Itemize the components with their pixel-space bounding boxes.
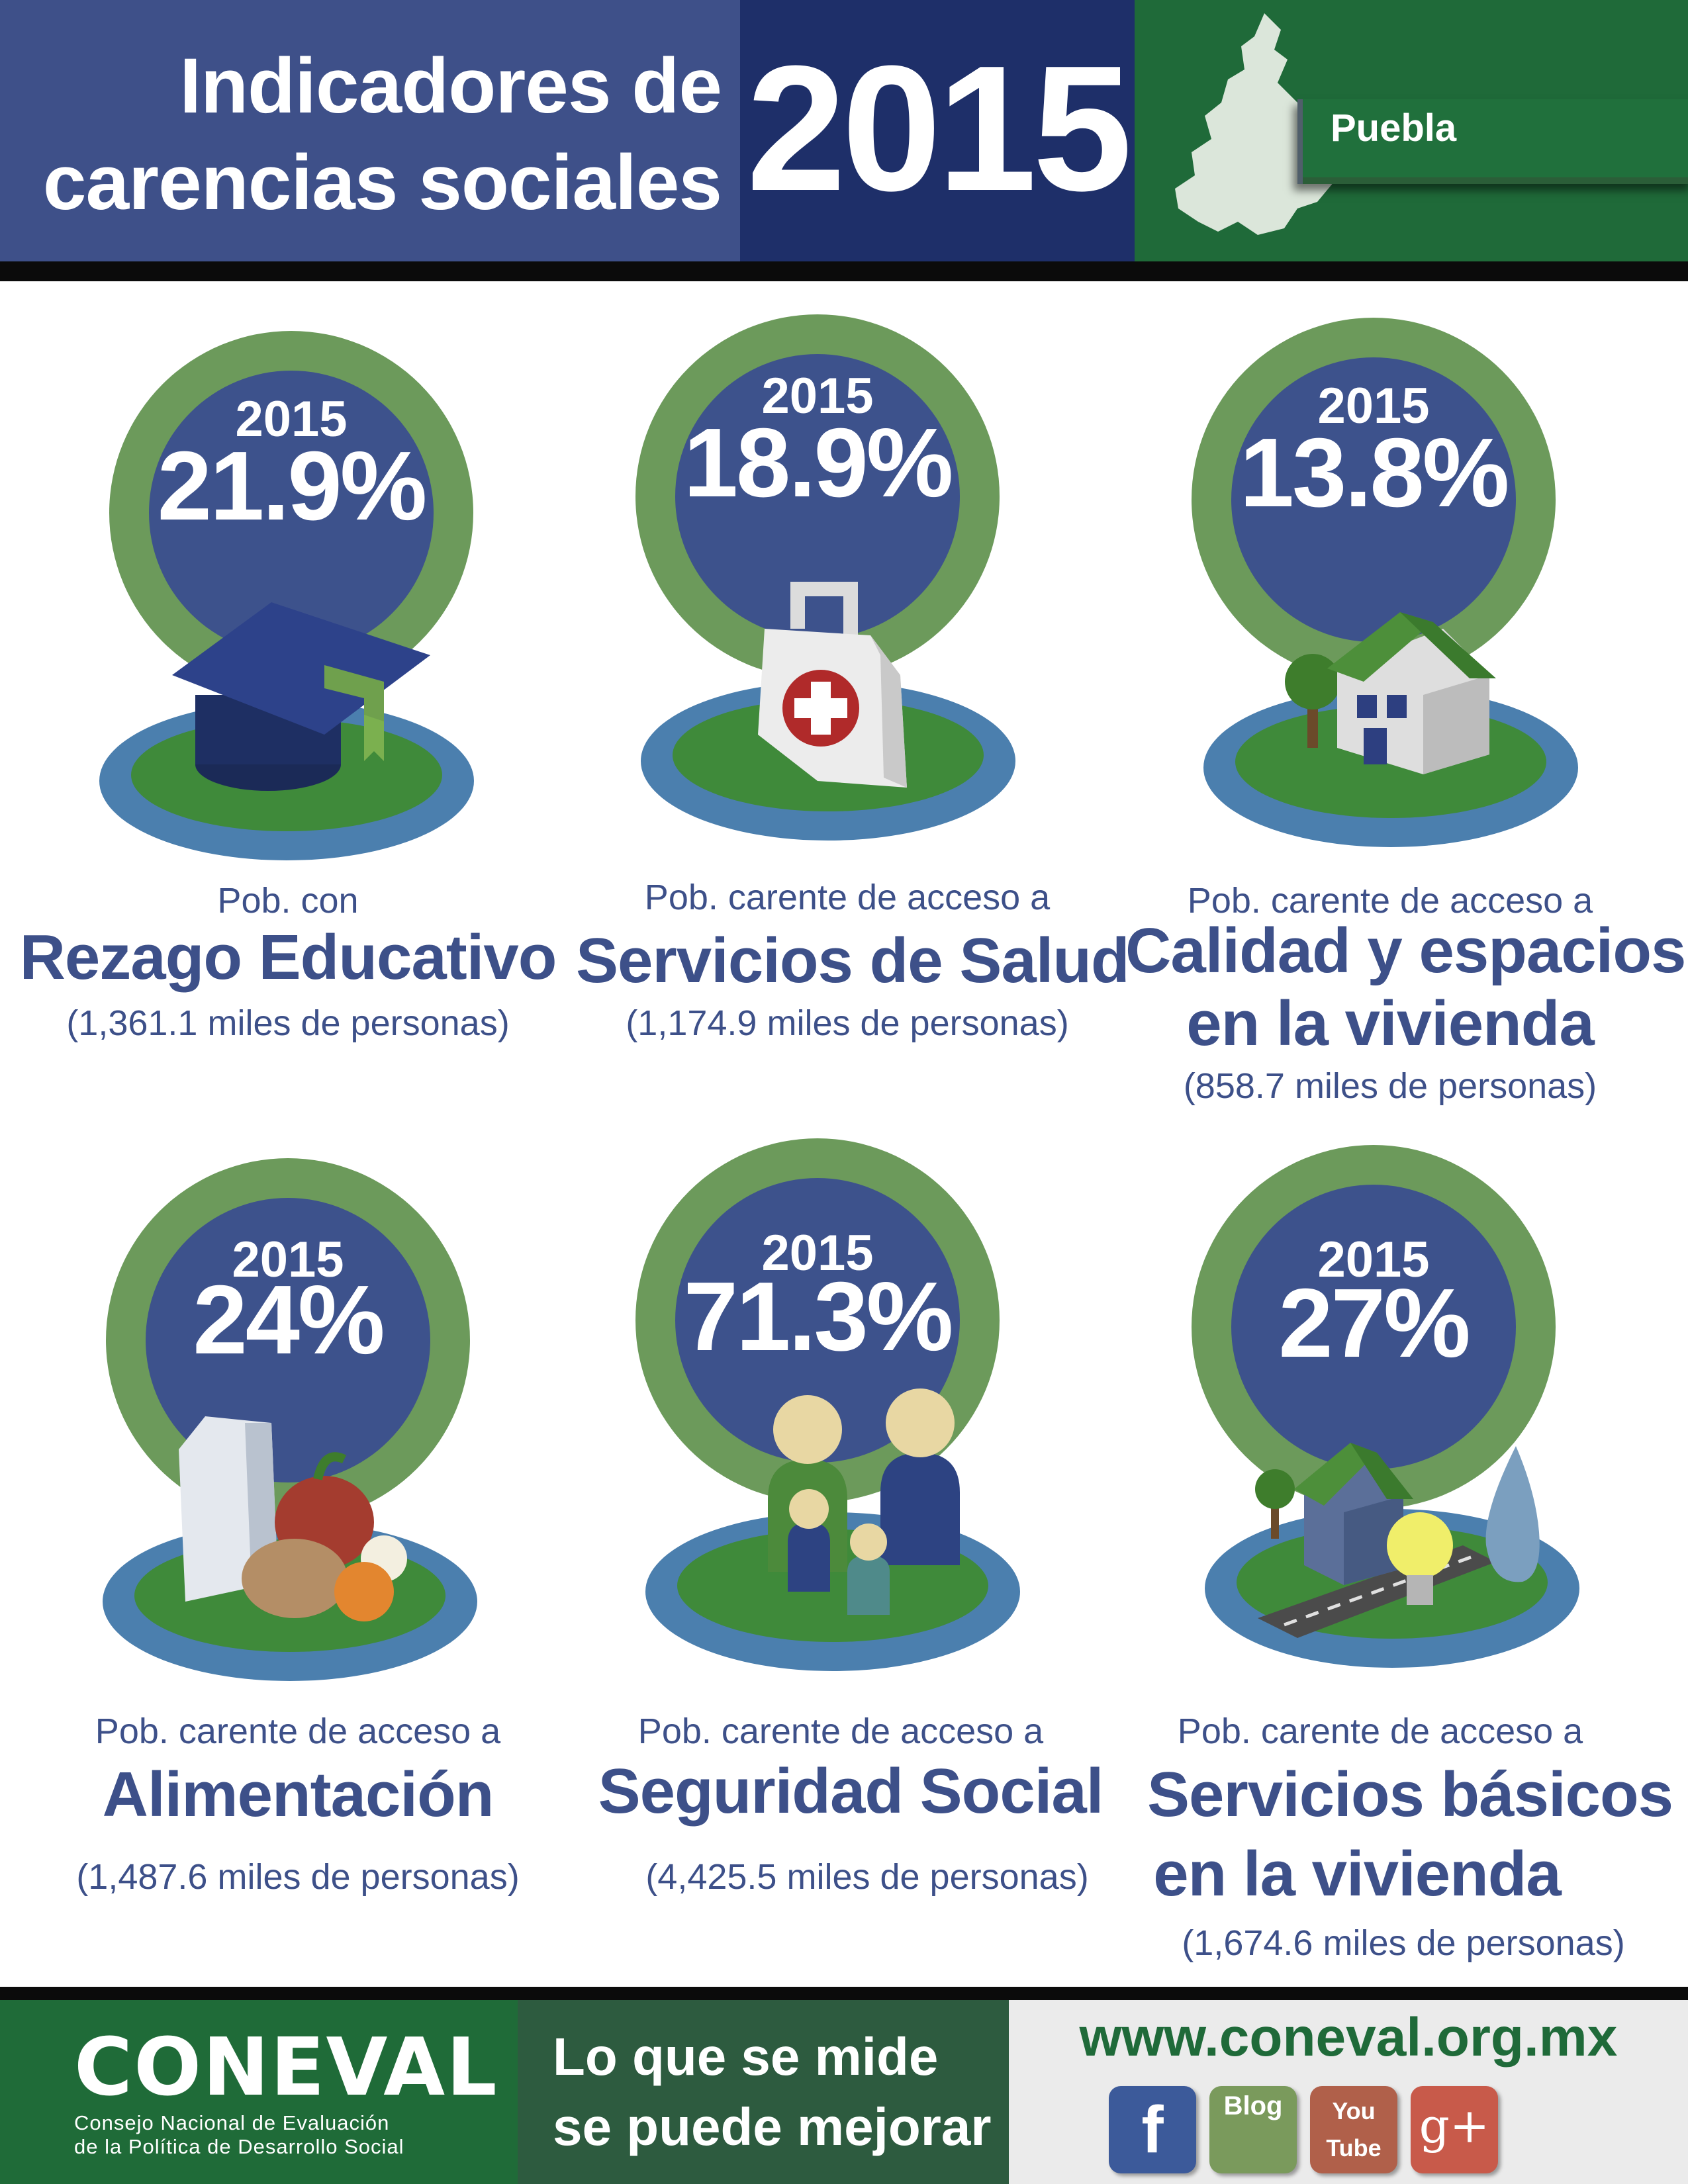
state-label: Puebla (1331, 107, 1457, 150)
indicator-line1: Pob. con (217, 881, 359, 921)
indicator-value: 71.3% (683, 1262, 954, 1371)
slogan-line1: Lo que se mide (553, 2027, 939, 2086)
indicator-value: 24% (193, 1265, 385, 1375)
header-year-panel (740, 0, 1135, 261)
website-link[interactable]: www.coneval.org.mx (1079, 2007, 1618, 2068)
indicator-value: 21.9% (157, 432, 428, 541)
indicator-value: 13.8% (1239, 418, 1510, 527)
footer-logo-panel (0, 2000, 518, 2184)
indicator-line1: Pob. carente de acceso a (1187, 881, 1593, 921)
page-title-line2: carencias sociales (42, 139, 722, 226)
header-title-panel (0, 0, 740, 261)
indicator-people: (4,425.5 miles de personas) (645, 1857, 1089, 1897)
indicator-value: 27% (1278, 1269, 1470, 1378)
facebook-icon[interactable]: f (1109, 2086, 1196, 2173)
slogan-line2: se puede mejorar (553, 2097, 992, 2156)
indicator-people: (1,674.6 miles de personas) (1182, 1923, 1625, 1963)
indicator-line3: en la vivienda (1153, 1839, 1562, 1909)
indicator-people: (1,487.6 miles de personas) (76, 1857, 520, 1897)
graduation-cap-icon (172, 602, 430, 791)
coneval-logo[interactable]: CONEVAL (74, 2022, 498, 2114)
house-icon (1285, 612, 1496, 774)
indicator-line1: Pob. carente de acceso a (95, 1711, 501, 1751)
indicator-line2: Servicios básicos (1147, 1759, 1673, 1830)
indicator-line1: Pob. carente de acceso a (1177, 1711, 1583, 1751)
indicator-year: 2015 (761, 1225, 874, 1281)
indicator-people: (858.7 miles de personas) (1183, 1066, 1597, 1106)
indicator-value: 18.9% (683, 408, 954, 518)
org-name-line2: de la Política de Desarrollo Social (74, 2135, 404, 2158)
indicator-line2: Alimentación (102, 1759, 494, 1830)
medical-bag-icon (758, 582, 907, 788)
family-icon (768, 1388, 960, 1615)
puebla-map-icon (1175, 13, 1334, 235)
org-name-line1: Consejo Nacional de Evaluación (74, 2111, 390, 2134)
indicator-people: (1,361.1 miles de personas) (66, 1003, 510, 1043)
indicator-line2: Seguridad Social (598, 1756, 1104, 1827)
indicator-ring: 2015 13.8% (1192, 318, 1556, 682)
indicator-line2: Calidad y espacios (1125, 915, 1686, 986)
page-title-line1: Indicadores de (179, 42, 722, 130)
indicator-line1: Pob. carente de acceso a (644, 878, 1051, 917)
indicator-line1: Pob. carente de acceso a (637, 1711, 1044, 1751)
header-divider (0, 261, 1688, 281)
state-tab (1297, 99, 1688, 184)
food-icon (179, 1416, 407, 1621)
indicator-year: 2015 (235, 391, 348, 447)
header-year: 2015 (746, 29, 1133, 228)
google-plus-icon[interactable]: g+ (1411, 2086, 1498, 2173)
utilities-icon (1255, 1443, 1540, 1638)
footer-slogan-panel (518, 2000, 1009, 2184)
indicator-ring: 2015 24% (106, 1158, 470, 1522)
indicator-year: 2015 (1317, 378, 1430, 434)
indicator-line2: Rezago Educativo (19, 922, 557, 993)
indicator-people: (1,174.9 miles de personas) (626, 1003, 1069, 1043)
indicator-ring: 2015 21.9% (109, 331, 473, 695)
indicator-line3: en la vivienda (1186, 988, 1595, 1059)
indicator-ring: 2015 27% (1192, 1145, 1556, 1509)
indicator-year: 2015 (232, 1232, 344, 1288)
indicator-line2: Servicios de Salud (576, 925, 1130, 996)
indicator-year: 2015 (1317, 1232, 1430, 1288)
indicator-year: 2015 (761, 368, 874, 424)
youtube-icon[interactable]: You Tube (1310, 2086, 1397, 2173)
footer-divider (0, 1987, 1688, 2000)
blog-icon[interactable]: Blog (1209, 2086, 1297, 2173)
